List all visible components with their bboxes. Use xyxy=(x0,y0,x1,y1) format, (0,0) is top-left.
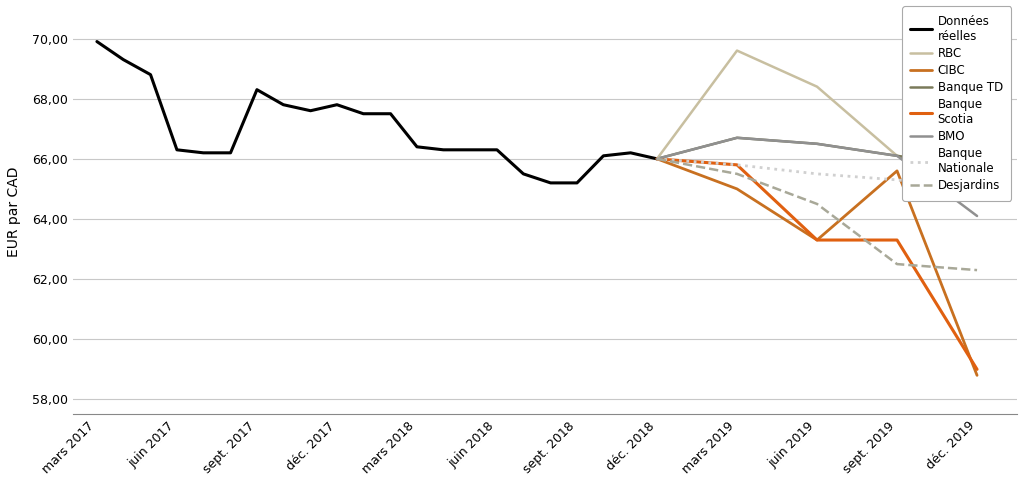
Line: Banque
Nationale: Banque Nationale xyxy=(657,159,977,189)
RBC xyxy=(651,156,664,162)
Banque
Scotia xyxy=(731,162,743,168)
BMO xyxy=(811,141,823,147)
Banque
Nationale xyxy=(811,171,823,177)
Données
réelles xyxy=(357,111,370,116)
Données
réelles xyxy=(278,102,290,108)
Données
réelles xyxy=(517,171,529,177)
Données
réelles xyxy=(597,153,609,159)
Banque TD xyxy=(811,141,823,147)
Banque TD xyxy=(731,135,743,141)
Banque
Scotia xyxy=(971,367,983,372)
Données
réelles xyxy=(465,147,477,153)
RBC xyxy=(731,48,743,54)
BMO xyxy=(971,213,983,219)
CIBC xyxy=(651,156,664,162)
RBC xyxy=(811,84,823,89)
CIBC xyxy=(731,186,743,192)
Banque
Scotia xyxy=(651,156,664,162)
Données
réelles xyxy=(91,39,103,44)
Line: CIBC: CIBC xyxy=(657,159,977,375)
CIBC xyxy=(811,237,823,243)
Données
réelles xyxy=(144,72,157,78)
CIBC xyxy=(891,168,903,174)
Données
réelles xyxy=(171,147,183,153)
Banque
Nationale xyxy=(891,177,903,183)
Banque
Scotia xyxy=(891,237,903,243)
Données
réelles xyxy=(224,150,237,156)
Données
réelles xyxy=(384,111,396,116)
Y-axis label: EUR par CAD: EUR par CAD xyxy=(7,166,20,256)
Banque
Scotia xyxy=(811,237,823,243)
BMO xyxy=(891,153,903,159)
Line: Desjardins: Desjardins xyxy=(657,159,977,270)
Desjardins xyxy=(891,261,903,267)
Desjardins xyxy=(971,267,983,273)
Banque TD xyxy=(651,156,664,162)
Banque
Nationale xyxy=(971,186,983,192)
Desjardins xyxy=(651,156,664,162)
Banque TD xyxy=(891,153,903,159)
Banque TD xyxy=(971,165,983,171)
Desjardins xyxy=(811,201,823,207)
RBC xyxy=(891,153,903,159)
CIBC xyxy=(971,372,983,378)
Données
réelles xyxy=(198,150,210,156)
Banque
Nationale xyxy=(651,156,664,162)
BMO xyxy=(731,135,743,141)
Données
réelles xyxy=(437,147,450,153)
Données
réelles xyxy=(625,150,637,156)
Données
réelles xyxy=(331,102,343,108)
Données
réelles xyxy=(304,108,316,114)
Desjardins xyxy=(731,171,743,177)
Données
réelles xyxy=(490,147,503,153)
Legend: Données
réelles, RBC, CIBC, Banque TD, Banque
Scotia, BMO, Banque
Nationale, Des: Données réelles, RBC, CIBC, Banque TD, B… xyxy=(902,6,1011,201)
Données
réelles xyxy=(251,87,263,93)
Données
réelles xyxy=(545,180,557,186)
Données
réelles xyxy=(411,144,423,150)
Line: BMO: BMO xyxy=(657,138,977,216)
Données
réelles xyxy=(117,57,129,62)
Line: Banque
Scotia: Banque Scotia xyxy=(657,159,977,369)
Line: Données
réelles: Données réelles xyxy=(97,42,657,183)
Line: Banque TD: Banque TD xyxy=(657,138,977,168)
Données
réelles xyxy=(570,180,583,186)
Données
réelles xyxy=(651,156,664,162)
BMO xyxy=(651,156,664,162)
RBC xyxy=(971,165,983,171)
Line: RBC: RBC xyxy=(657,51,977,168)
Banque
Nationale xyxy=(731,162,743,168)
